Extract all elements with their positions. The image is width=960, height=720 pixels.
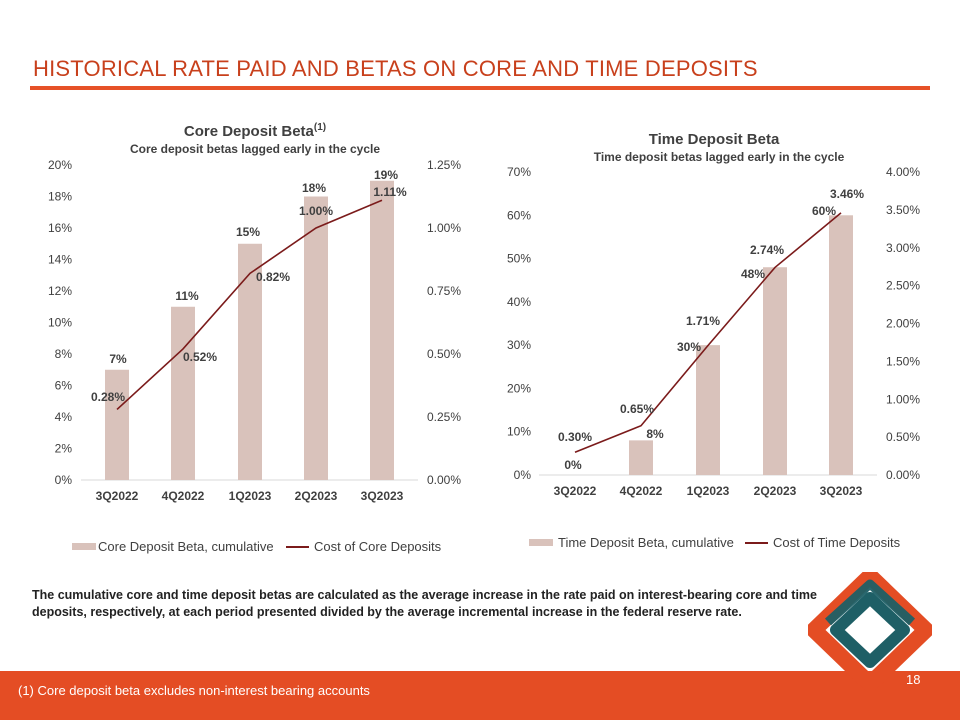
x-tick-label: 1Q2023 xyxy=(687,484,730,498)
company-logo xyxy=(808,572,932,690)
bar-4Q2022 xyxy=(171,306,195,480)
chart-title: Core Deposit Beta(1) xyxy=(184,122,326,140)
footer-note: (1) Core deposit beta excludes non-inter… xyxy=(18,683,370,698)
y-tick-left: 4% xyxy=(55,410,73,424)
chart-core-deposit-beta: Core Deposit Beta(1) Core deposit betas l… xyxy=(48,122,461,554)
bar-data-label: 60% xyxy=(812,204,836,218)
x-tick-label: 3Q2022 xyxy=(96,489,139,503)
chart-title-superscript: (1) xyxy=(314,122,326,133)
y-tick-right: 1.50% xyxy=(886,354,920,368)
bar-data-label: 18% xyxy=(302,181,326,195)
y-tick-left: 10% xyxy=(507,425,531,439)
y-tick-left: 16% xyxy=(48,221,72,235)
chart-subtitle: Time deposit betas lagged early in the c… xyxy=(594,150,845,164)
line-series xyxy=(574,212,842,454)
y-tick-left: 14% xyxy=(48,253,72,267)
legend-bar-label: Time Deposit Beta, cumulative xyxy=(558,535,734,550)
bar-data-label: 8% xyxy=(646,427,664,441)
line-data-label: 2.74% xyxy=(750,243,784,257)
y-tick-left: 60% xyxy=(507,208,531,222)
bar-data-label: 15% xyxy=(236,225,260,239)
chart-subtitle: Core deposit betas lagged early in the c… xyxy=(130,142,380,156)
y-tick-left: 30% xyxy=(507,338,531,352)
y-tick-right: 0.00% xyxy=(427,473,461,487)
y-tick-left: 10% xyxy=(48,316,72,330)
legend-line-label: Cost of Core Deposits xyxy=(314,539,442,554)
bar-4Q2022 xyxy=(629,440,653,475)
legend-line-label: Cost of Time Deposits xyxy=(773,535,901,550)
bar-3Q2022 xyxy=(105,369,129,480)
methodology-footnote: The cumulative core and time deposit bet… xyxy=(32,588,817,619)
line-data-label: 1.71% xyxy=(686,314,720,328)
y-tick-left: 70% xyxy=(507,165,531,179)
y-tick-right: 4.00% xyxy=(886,165,920,179)
x-tick-label: 3Q2023 xyxy=(361,489,404,503)
bar-2Q2023 xyxy=(304,196,328,480)
y-tick-right: 2.50% xyxy=(886,279,920,293)
title-divider xyxy=(30,86,930,90)
x-tick-label: 3Q2023 xyxy=(820,484,863,498)
y-tick-left: 8% xyxy=(55,347,73,361)
bar-1Q2023 xyxy=(696,345,720,475)
y-tick-right: 0.25% xyxy=(427,410,461,424)
line-data-label: 1.00% xyxy=(299,204,333,218)
y-tick-right: 1.25% xyxy=(427,158,461,172)
x-tick-label: 2Q2023 xyxy=(754,484,797,498)
y-tick-left: 20% xyxy=(48,158,72,172)
page-title: HISTORICAL RATE PAID AND BETAS ON CORE A… xyxy=(33,56,758,81)
x-tick-label: 4Q2022 xyxy=(620,484,663,498)
y-tick-right: 0.00% xyxy=(886,468,920,482)
line-series xyxy=(116,199,383,411)
y-tick-right: 3.50% xyxy=(886,203,920,217)
legend-bar-swatch xyxy=(72,543,96,550)
x-tick-label: 1Q2023 xyxy=(229,489,272,503)
line-data-label: 0.82% xyxy=(256,270,290,284)
legend-bar-swatch xyxy=(529,539,553,546)
y-tick-right: 0.50% xyxy=(886,430,920,444)
y-tick-left: 20% xyxy=(507,381,531,395)
page-number: 18 xyxy=(906,672,921,687)
y-tick-left: 2% xyxy=(55,442,73,456)
line-data-label: 0.65% xyxy=(620,402,654,416)
bar-data-label: 7% xyxy=(109,352,127,366)
x-tick-label: 4Q2022 xyxy=(162,489,205,503)
bar-data-label: 19% xyxy=(374,168,398,182)
y-tick-right: 3.00% xyxy=(886,241,920,255)
charts-canvas: Core Deposit Beta(1) Core deposit betas l… xyxy=(48,122,920,554)
y-tick-right: 0.75% xyxy=(427,284,461,298)
bar-2Q2023 xyxy=(763,267,787,475)
line-data-label: 3.46% xyxy=(830,187,864,201)
line-data-label: 0.28% xyxy=(91,390,125,404)
y-tick-left: 12% xyxy=(48,284,72,298)
chart-title: Time Deposit Beta xyxy=(649,131,780,148)
bar-data-label: 11% xyxy=(175,289,199,303)
y-tick-right: 2.00% xyxy=(886,317,920,331)
bar-data-label: 48% xyxy=(741,267,765,281)
y-tick-right: 1.00% xyxy=(886,392,920,406)
y-tick-right: 0.50% xyxy=(427,347,461,361)
y-tick-left: 18% xyxy=(48,190,72,204)
y-tick-left: 0% xyxy=(55,473,73,487)
y-tick-right: 1.00% xyxy=(427,221,461,235)
line-data-label: 0.52% xyxy=(183,350,217,364)
x-tick-label: 2Q2023 xyxy=(295,489,338,503)
y-tick-left: 0% xyxy=(514,468,532,482)
bar-3Q2023 xyxy=(829,215,853,476)
y-tick-left: 40% xyxy=(507,295,531,309)
line-data-label: 0.30% xyxy=(558,430,592,444)
y-tick-left: 50% xyxy=(507,252,531,266)
y-tick-left: 6% xyxy=(55,379,73,393)
footer-bar xyxy=(0,671,960,720)
legend-bar-label: Core Deposit Beta, cumulative xyxy=(98,539,274,554)
bar-data-label: 30% xyxy=(677,340,701,354)
chart-time-deposit-beta: Time Deposit Beta Time deposit betas lagg… xyxy=(507,131,920,550)
line-data-label: 1.11% xyxy=(373,185,407,199)
x-tick-label: 3Q2022 xyxy=(554,484,597,498)
bar-data-label: 0% xyxy=(564,458,582,472)
bar-3Q2023 xyxy=(370,180,394,480)
